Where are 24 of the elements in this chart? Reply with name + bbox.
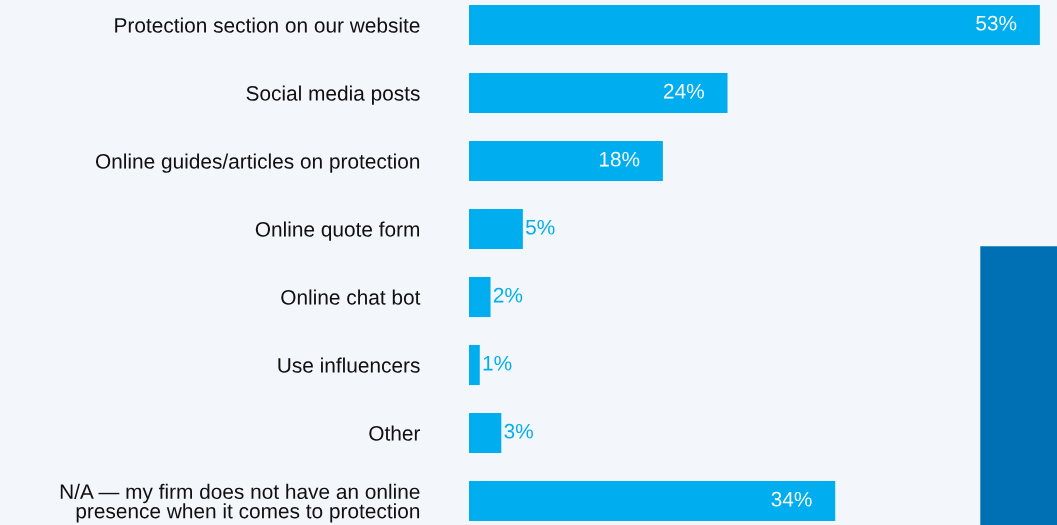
data-label: 18% [599,151,640,167]
data-label: 34% [771,491,812,507]
y-tick-label: Online guides/articles on protection [95,153,420,173]
y-tick-label: Social media posts [246,85,420,105]
y-tick-label: Online chat bot [281,289,421,305]
bar [469,480,836,522]
data-label: 53% [976,15,1017,31]
data-label: 2% [493,287,523,303]
bar [469,208,523,250]
y-tick-label: N/A — my firm does not have an online presence when it comes to protection [60,483,420,523]
data-label: 3% [504,423,533,439]
data-label: 1% [483,355,512,371]
data-label: 5% [525,219,555,235]
bar [469,4,1040,46]
y-tick-label: Other [369,425,421,441]
bar [469,344,480,386]
bar [469,276,491,318]
bar [469,72,728,114]
y-tick-label: Protection section on our website [115,17,420,33]
bar [469,140,663,182]
data-label: 24% [664,83,704,99]
y-tick-label: Use influencers [278,357,420,373]
y-tick-label: Online quote form [255,221,420,241]
bar [469,412,502,454]
